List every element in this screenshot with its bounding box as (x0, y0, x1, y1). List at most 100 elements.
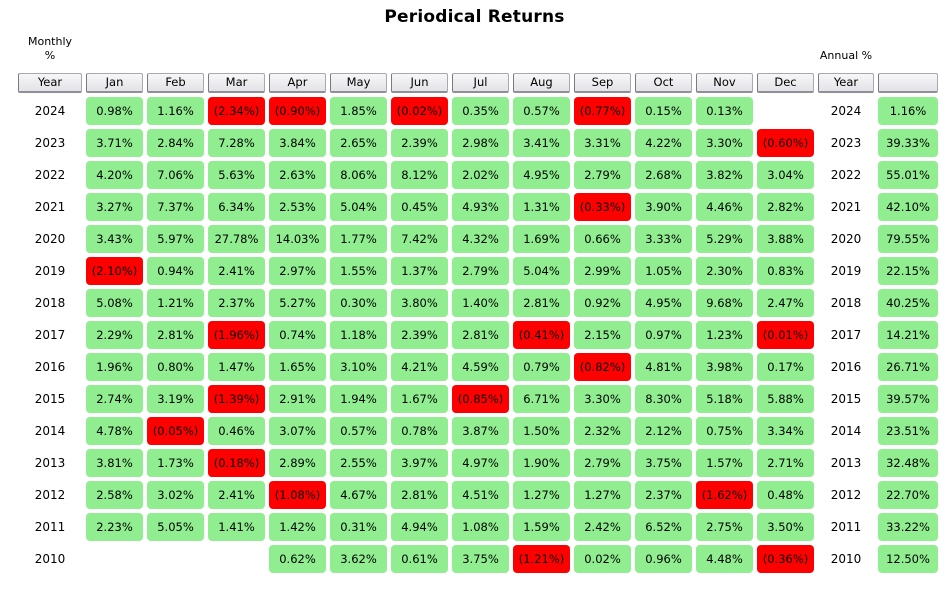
annual-return-cell-2019: 22.15% (878, 257, 938, 285)
return-cell-2011-feb: 5.05% (147, 513, 204, 541)
table-row-2015: 2015 2.74% 3.19% (1.39%) 2.91% 1.94% 1.67% (0.8… (18, 385, 938, 413)
year-cell-left: 2014 (34, 424, 66, 438)
return-cell-2022-mar: 5.63% (208, 161, 265, 189)
table-row-2012: 2012 2.58% 3.02% 2.41% (1.08%) 4.67% 2.81% 4.51… (18, 481, 938, 509)
return-cell-2018-oct: 4.95% (635, 289, 692, 317)
return-cell-2015-jan: 2.74% (86, 385, 143, 413)
return-cell-2024-jul: 0.35% (452, 97, 509, 125)
annual-return-cell-2017: 14.21% (878, 321, 938, 349)
return-cell-2017-jan: 2.29% (86, 321, 143, 349)
table-row-2022: 2022 4.20% 7.06% 5.63% 2.63% 8.06% 8.12% 2.02% 4… (18, 161, 938, 189)
return-cell-2017-sep: 2.15% (574, 321, 631, 349)
return-cell-2012-jun: 2.81% (391, 481, 448, 509)
year-cell-right: 2012 (830, 488, 862, 502)
return-cell-2018-apr: 5.27% (269, 289, 326, 317)
year-cell-left: 2019 (34, 264, 66, 278)
return-cell-2019-aug: 5.04% (513, 257, 570, 285)
column-header-aug: Aug (513, 73, 570, 93)
year-cell-right: 2021 (830, 200, 862, 214)
return-cell-2014-sep: 2.32% (574, 417, 631, 445)
return-cell-2015-may: 1.94% (330, 385, 387, 413)
annual-axis-label: Annual % (819, 49, 873, 62)
return-cell-2011-jul: 1.08% (452, 513, 509, 541)
return-cell-2012-apr: (1.08%) (269, 481, 326, 509)
table-row-2019: 2019 (2.10%) 0.94% 2.41% 2.97% 1.55% 1.37% 2.79… (18, 257, 938, 285)
return-cell-2021-aug: 1.31% (513, 193, 570, 221)
return-cell-2018-mar: 2.37% (208, 289, 265, 317)
return-cell-2017-aug: (0.41%) (513, 321, 570, 349)
return-cell-2020-mar: 27.78% (208, 225, 265, 253)
return-cell-2024-aug: 0.57% (513, 97, 570, 125)
return-cell-2010-jan (86, 545, 143, 573)
return-cell-2014-nov: 0.75% (696, 417, 753, 445)
return-cell-2020-apr: 14.03% (269, 225, 326, 253)
annual-return-cell-2018: 40.25% (878, 289, 938, 317)
return-cell-2019-jan: (2.10%) (86, 257, 143, 285)
return-cell-2020-sep: 0.66% (574, 225, 631, 253)
year-cell-left: 2020 (34, 232, 66, 246)
return-cell-2017-jun: 2.39% (391, 321, 448, 349)
column-header-nov: Nov (696, 73, 753, 93)
return-cell-2023-jan: 3.71% (86, 129, 143, 157)
return-cell-2013-may: 2.55% (330, 449, 387, 477)
year-cell-left: 2013 (34, 456, 66, 470)
return-cell-2010-jul: 3.75% (452, 545, 509, 573)
return-cell-2018-jun: 3.80% (391, 289, 448, 317)
return-cell-2022-sep: 2.79% (574, 161, 631, 189)
return-cell-2021-jun: 0.45% (391, 193, 448, 221)
return-cell-2023-feb: 2.84% (147, 129, 204, 157)
return-cell-2023-oct: 4.22% (635, 129, 692, 157)
table-header-row: Year Jan Feb Mar Apr May Jun Jul Aug Sep Oct Nov Dec… (18, 73, 938, 93)
return-cell-2010-sep: 0.02% (574, 545, 631, 573)
return-cell-2021-dec: 2.82% (757, 193, 814, 221)
return-cell-2013-apr: 2.89% (269, 449, 326, 477)
annual-return-cell-2013: 32.48% (878, 449, 938, 477)
return-cell-2017-mar: (1.96%) (208, 321, 265, 349)
return-cell-2023-nov: 3.30% (696, 129, 753, 157)
annual-return-cell-2015: 39.57% (878, 385, 938, 413)
return-cell-2010-may: 3.62% (330, 545, 387, 573)
return-cell-2024-jan: 0.98% (86, 97, 143, 125)
return-cell-2012-dec: 0.48% (757, 481, 814, 509)
return-cell-2019-mar: 2.41% (208, 257, 265, 285)
return-cell-2018-dec: 2.47% (757, 289, 814, 317)
table-row-2024: 2024 0.98% 1.16% (2.34%) (0.90%) 1.85% (0.02%)… (18, 97, 938, 125)
return-cell-2022-aug: 4.95% (513, 161, 570, 189)
year-cell-right: 2023 (830, 136, 862, 150)
return-cell-2011-jan: 2.23% (86, 513, 143, 541)
return-cell-2014-mar: 0.46% (208, 417, 265, 445)
return-cell-2022-may: 8.06% (330, 161, 387, 189)
return-cell-2019-oct: 1.05% (635, 257, 692, 285)
return-cell-2011-nov: 2.75% (696, 513, 753, 541)
monthly-axis-label: Monthly % (18, 35, 82, 63)
return-cell-2015-nov: 5.18% (696, 385, 753, 413)
return-cell-2016-sep: (0.82%) (574, 353, 631, 381)
return-cell-2018-aug: 2.81% (513, 289, 570, 317)
return-cell-2014-jan: 4.78% (86, 417, 143, 445)
return-cell-2017-dec: (0.01%) (757, 321, 814, 349)
return-cell-2021-jul: 4.93% (452, 193, 509, 221)
return-cell-2020-jan: 3.43% (86, 225, 143, 253)
year-cell-left: 2012 (34, 488, 66, 502)
return-cell-2011-apr: 1.42% (269, 513, 326, 541)
year-cell-right: 2010 (830, 552, 862, 566)
return-cell-2011-mar: 1.41% (208, 513, 265, 541)
return-cell-2024-apr: (0.90%) (269, 97, 326, 125)
return-cell-2020-aug: 1.69% (513, 225, 570, 253)
return-cell-2018-may: 0.30% (330, 289, 387, 317)
annual-return-cell-2021: 42.10% (878, 193, 938, 221)
return-cell-2010-nov: 4.48% (696, 545, 753, 573)
return-cell-2021-feb: 7.37% (147, 193, 204, 221)
column-header-apr: Apr (269, 73, 326, 93)
year-cell-left: 2011 (34, 520, 66, 534)
return-cell-2013-jun: 3.97% (391, 449, 448, 477)
return-cell-2021-oct: 3.90% (635, 193, 692, 221)
column-header-annual-blank (878, 73, 938, 93)
axis-labels-row: Monthly % Annual % (0, 33, 949, 69)
return-cell-2016-may: 3.10% (330, 353, 387, 381)
return-cell-2016-dec: 0.17% (757, 353, 814, 381)
return-cell-2016-oct: 4.81% (635, 353, 692, 381)
return-cell-2016-aug: 0.79% (513, 353, 570, 381)
year-cell-right: 2022 (830, 168, 862, 182)
page-title: Periodical Returns (384, 7, 565, 27)
